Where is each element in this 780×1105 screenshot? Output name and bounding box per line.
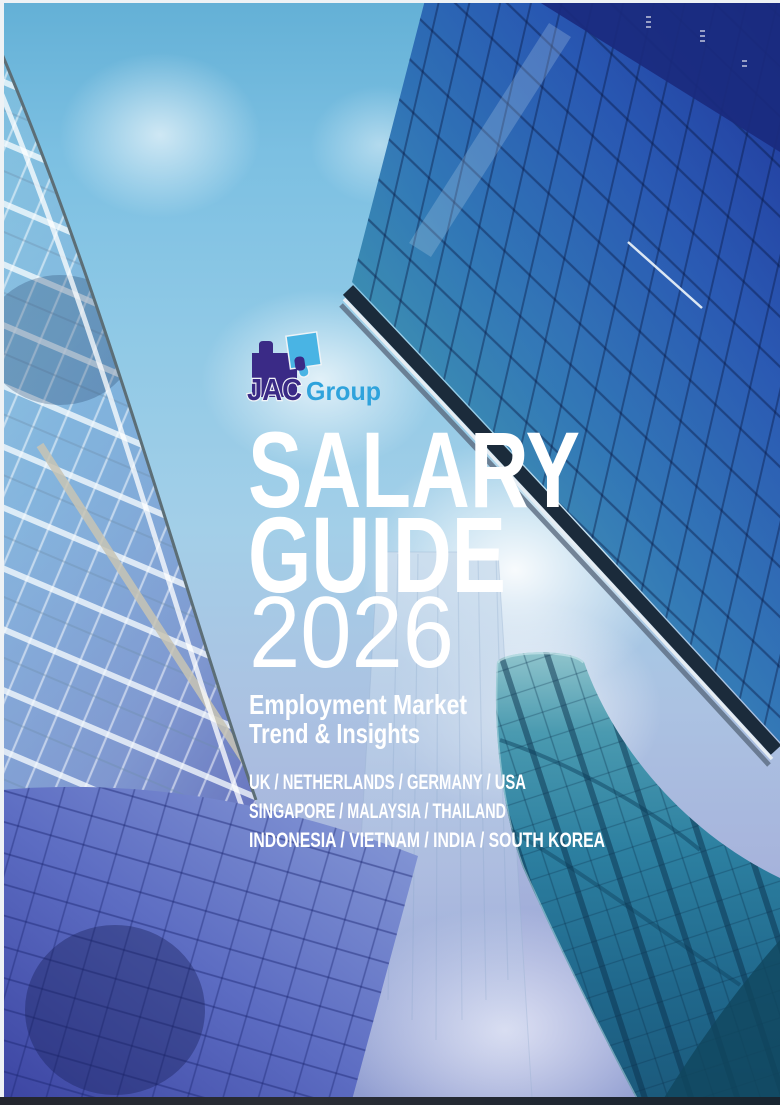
page-border-top: [0, 0, 780, 3]
regions-line-3: INDONESIA / VIETNAM / INDIA / SOUTH KORE…: [249, 829, 605, 852]
bottom-dark-strip: [0, 1097, 780, 1105]
regions-line-2: SINGAPORE / MALAYSIA / THAILAND: [249, 800, 506, 823]
logo-text-jac: JAC: [247, 372, 302, 407]
logo-puzzle-knob: [294, 356, 306, 371]
subtitle-line-1: Employment Market: [249, 689, 467, 720]
lower-left-building: [2, 786, 418, 1100]
subtitle-line-2: Trend & Insights: [249, 718, 420, 749]
title-line-2: GUIDE: [248, 494, 506, 615]
logo-puzzle-purple: [252, 341, 297, 397]
crane-line: [627, 241, 703, 309]
logo-text-group: Group: [306, 376, 381, 406]
dark-corner-tower: [664, 940, 780, 1098]
jac-group-logo: JAC Group: [246, 331, 381, 408]
title-line-1: SALARY: [248, 409, 580, 530]
title-year: 2026: [249, 577, 454, 689]
dark-navy-corner: [536, 0, 780, 152]
page-border-left: [0, 0, 4, 1097]
regions-line-1: UK / NETHERLANDS / GERMANY / USA: [249, 771, 526, 794]
